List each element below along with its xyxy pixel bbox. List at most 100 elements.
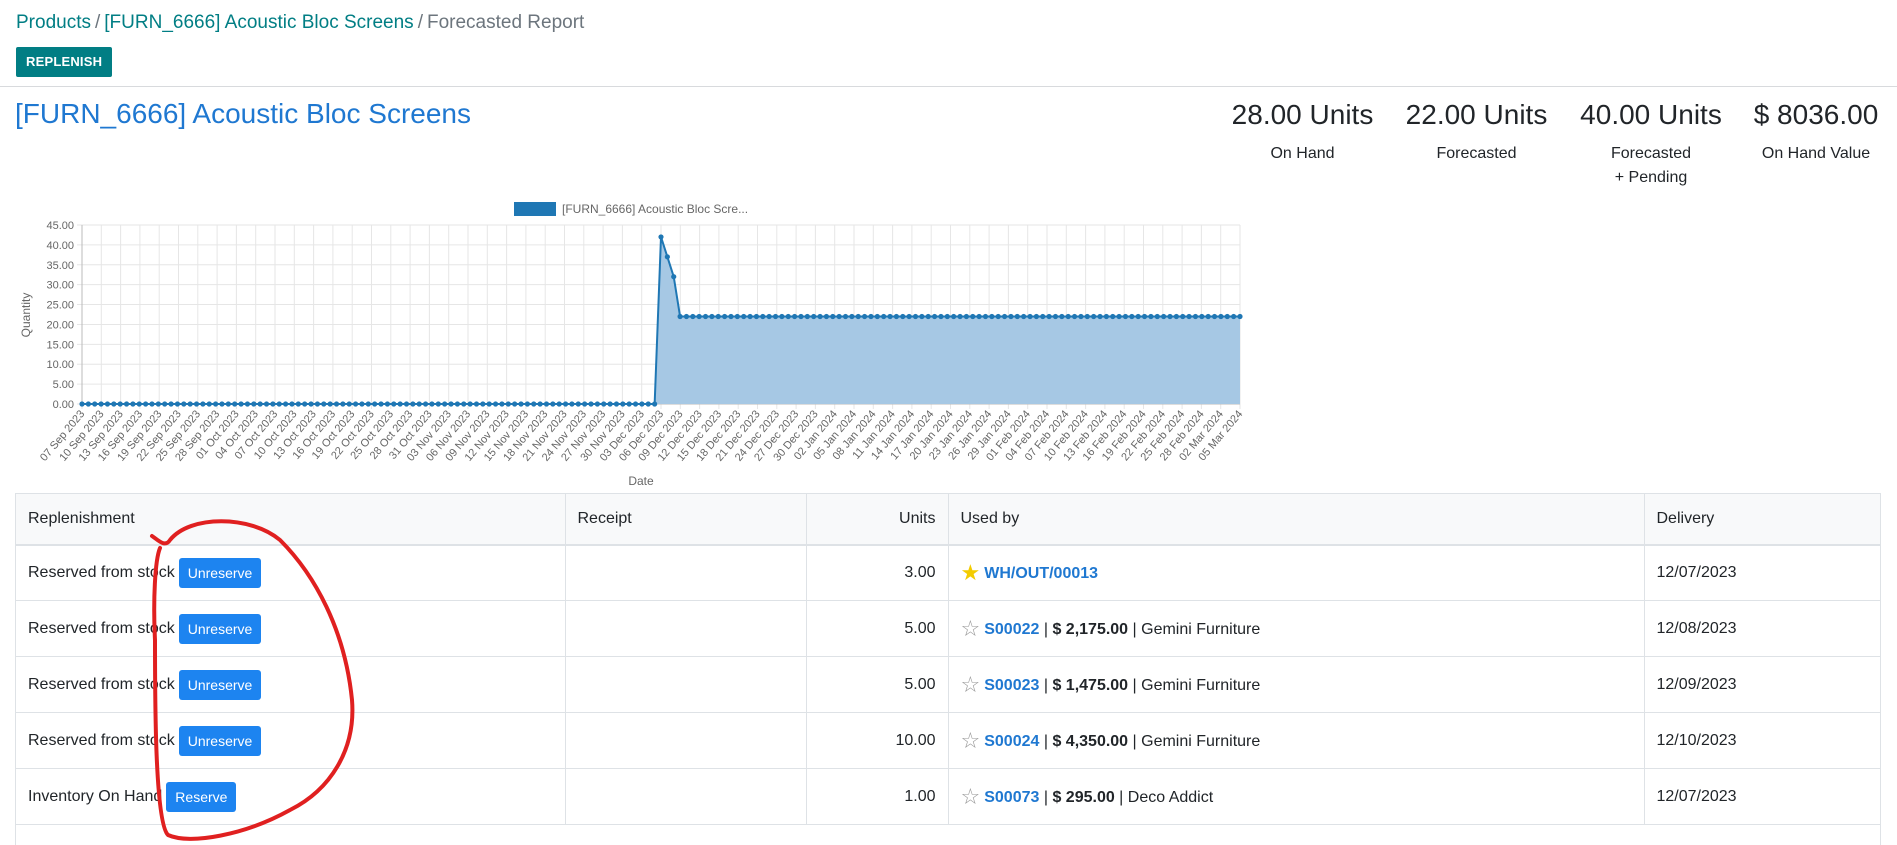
data-point bbox=[1224, 313, 1230, 320]
y-tick-label: 15.00 bbox=[46, 339, 74, 351]
star-outline-icon[interactable]: ☆ bbox=[960, 671, 981, 697]
data-point bbox=[1040, 313, 1046, 320]
data-point bbox=[722, 313, 728, 320]
data-point bbox=[505, 401, 511, 407]
table-header-row: Replenishment Receipt Units Used by Deli… bbox=[16, 493, 1880, 546]
series-area bbox=[82, 236, 1240, 404]
data-point bbox=[823, 313, 830, 320]
unreserve-button[interactable]: Unreserve bbox=[178, 669, 262, 700]
data-point bbox=[1211, 313, 1218, 320]
data-point bbox=[976, 313, 982, 320]
cell-used-by: ☆ S00024 | $ 4,350.00 | Gemini Furniture bbox=[948, 712, 1645, 769]
data-point bbox=[257, 401, 263, 407]
data-point bbox=[442, 401, 448, 407]
replenishment-text: Reserved from stock bbox=[28, 563, 175, 581]
data-point bbox=[772, 313, 779, 320]
cell-delivery: 12/07/2023 bbox=[1644, 544, 1880, 601]
kpi-label: Forecasted bbox=[1436, 145, 1517, 162]
picking-link[interactable]: WH/OUT/00013 bbox=[984, 564, 1099, 582]
star-filled-icon[interactable]: ★ bbox=[960, 559, 981, 585]
data-point bbox=[429, 401, 435, 407]
partner-name: Gemini Furniture bbox=[1141, 620, 1261, 638]
kpi-label-line1: Forecasted bbox=[1610, 145, 1692, 162]
data-point bbox=[416, 401, 422, 407]
data-point bbox=[346, 401, 352, 407]
data-point bbox=[85, 401, 91, 407]
kpi-forecasted-pending[interactable]: 40.00 Units Forecasted + Pending bbox=[1577, 98, 1725, 190]
sale-order-link[interactable]: S00024 bbox=[984, 732, 1040, 750]
product-title[interactable]: [FURN_6666] Acoustic Bloc Screens bbox=[15, 98, 471, 129]
data-point bbox=[1129, 313, 1135, 320]
data-point bbox=[499, 401, 505, 407]
star-outline-icon[interactable]: ☆ bbox=[960, 615, 981, 641]
data-point bbox=[849, 313, 855, 320]
data-point bbox=[378, 401, 384, 407]
cell-receipt bbox=[565, 768, 807, 825]
data-point bbox=[1021, 313, 1027, 320]
data-point bbox=[1116, 313, 1122, 320]
cell-units: 5.00 bbox=[806, 600, 949, 657]
data-point bbox=[295, 401, 301, 407]
data-point bbox=[365, 401, 371, 407]
header-units: Units bbox=[806, 493, 949, 546]
unreserve-button[interactable]: Unreserve bbox=[178, 725, 262, 756]
data-point bbox=[836, 313, 842, 320]
y-tick-label: 20.00 bbox=[46, 319, 74, 331]
data-point bbox=[1161, 313, 1167, 320]
replenish-button[interactable]: REPLENISH bbox=[16, 47, 113, 77]
kpi-on-hand-value[interactable]: $ 8036.00 On Hand Value bbox=[1752, 98, 1880, 166]
data-point bbox=[989, 313, 995, 320]
table-row: Reserved from stock Unreserve 5.00 ☆ S0002… bbox=[16, 656, 1880, 713]
data-point bbox=[760, 313, 766, 320]
cell-delivery: 12/07/2023 bbox=[1644, 768, 1880, 825]
table-row: Reserved from stock Unreserve 3.00 ★ WH/OU… bbox=[16, 544, 1880, 601]
data-point bbox=[1186, 313, 1192, 320]
data-point bbox=[881, 313, 887, 320]
data-point bbox=[1231, 313, 1237, 320]
data-point bbox=[696, 313, 702, 320]
data-point bbox=[1180, 313, 1186, 320]
unreserve-button[interactable]: Unreserve bbox=[178, 557, 262, 588]
data-point bbox=[1135, 313, 1141, 320]
data-point bbox=[957, 313, 963, 320]
data-point bbox=[104, 401, 111, 407]
star-outline-icon[interactable]: ☆ bbox=[960, 727, 981, 753]
data-point bbox=[130, 401, 136, 407]
breadcrumb-product[interactable]: [FURN_6666] Acoustic Bloc Screens bbox=[104, 12, 414, 33]
breadcrumb-products[interactable]: Products bbox=[16, 12, 91, 33]
data-point bbox=[601, 401, 607, 407]
data-point bbox=[92, 401, 98, 407]
table-row: Inventory On Hand Reserve 1.00 ☆ S00073 | … bbox=[16, 768, 1880, 825]
reserve-button[interactable]: Reserve bbox=[166, 781, 237, 812]
breadcrumb-separator: / bbox=[417, 12, 423, 33]
data-point bbox=[391, 401, 397, 407]
breadcrumb: Products / [FURN_6666] Acoustic Bloc Scree… bbox=[16, 12, 1881, 34]
kpi-on-hand[interactable]: 28.00 Units On Hand bbox=[1230, 98, 1375, 166]
kpi-forecasted[interactable]: 22.00 Units Forecasted bbox=[1403, 98, 1550, 166]
sale-order-link[interactable]: S00023 bbox=[984, 676, 1040, 694]
kpi-value: 28.00 Units bbox=[1231, 99, 1374, 130]
data-point bbox=[1237, 313, 1243, 320]
cell-used-by: ☆ S00022 | $ 2,175.00 | Gemini Furniture bbox=[948, 600, 1645, 657]
unreserve-button[interactable]: Unreserve bbox=[178, 613, 262, 644]
y-tick-label: 25.00 bbox=[46, 300, 74, 312]
data-point bbox=[607, 401, 613, 407]
data-point bbox=[111, 401, 117, 407]
order-amount: $ 1,475.00 bbox=[1052, 676, 1129, 694]
cell-units: 5.00 bbox=[806, 656, 949, 713]
data-point bbox=[308, 401, 314, 407]
data-point bbox=[480, 401, 486, 407]
cell-replenishment: Reserved from stock Unreserve bbox=[16, 600, 566, 657]
data-point bbox=[1052, 313, 1059, 320]
sale-order-link[interactable]: S00022 bbox=[984, 620, 1040, 638]
data-point bbox=[276, 401, 282, 407]
kpi-label: Forecasted + Pending bbox=[1577, 142, 1725, 190]
data-point bbox=[1218, 313, 1224, 320]
star-outline-icon[interactable]: ☆ bbox=[960, 783, 981, 809]
data-point bbox=[632, 401, 639, 407]
sale-order-link[interactable]: S00073 bbox=[984, 788, 1040, 806]
forecast-chart-svg: 0.00 5.00 10.00 15.00 20.00 25.00 30.00 35.00 40… bbox=[19, 202, 1245, 488]
cell-replenishment: Inventory On Hand Reserve bbox=[16, 768, 566, 825]
data-point bbox=[270, 401, 276, 407]
data-point bbox=[359, 401, 365, 407]
